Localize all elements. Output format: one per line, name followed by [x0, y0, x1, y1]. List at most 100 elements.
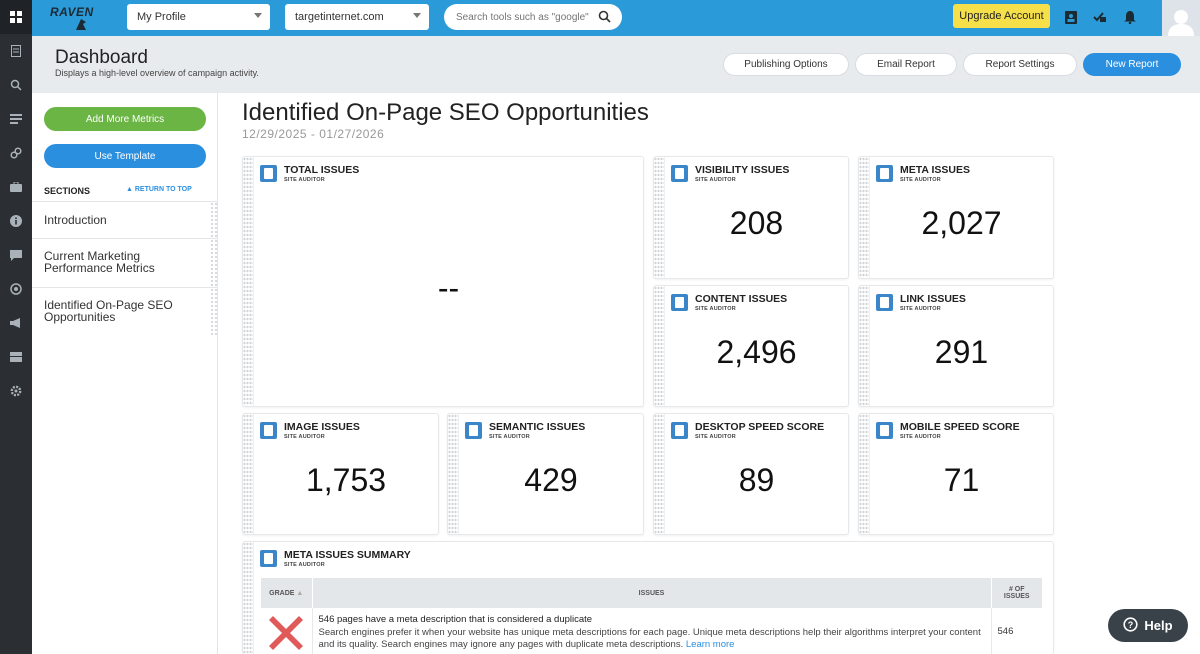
drag-handle[interactable]: [448, 414, 459, 534]
section-marketing-metrics[interactable]: Current Marketing Performance Metrics: [32, 238, 218, 287]
chat-icon[interactable]: [0, 238, 32, 272]
dashboard-header: Dashboard Displays a high-level overview…: [32, 36, 1200, 93]
gear-icon[interactable]: [0, 374, 32, 408]
search-icon[interactable]: [0, 68, 32, 102]
report-date-range: 12/29/2025 - 01/27/2026: [242, 127, 385, 141]
link-icon[interactable]: [0, 136, 32, 170]
search-icon[interactable]: [598, 10, 611, 26]
clipboard-icon: [876, 294, 893, 311]
metric-card-meta-issues: META ISSUES SITE AUDITOR 2,027: [858, 156, 1054, 279]
column-header-count: # OF ISSUES: [991, 578, 1042, 608]
email-report-button[interactable]: Email Report: [855, 53, 957, 76]
metric-value: 2,027: [921, 205, 1002, 241]
report-section-title: Identified On-Page SEO Opportunities: [242, 99, 649, 126]
clipboard-icon: [876, 165, 893, 182]
drag-handle[interactable]: [859, 286, 870, 406]
metric-value: 89: [738, 462, 775, 498]
drag-handle[interactable]: [243, 157, 254, 406]
info-icon[interactable]: [0, 204, 32, 238]
column-header-issues: ISSUES: [312, 578, 992, 608]
meta-issues-table: GRADE ▲ ISSUES # OF ISSUES 546 pages hav…: [261, 578, 1042, 654]
clipboard-icon: [260, 422, 277, 439]
metric-card-link-issues: LINK ISSUES SITE AUDITOR 291: [858, 285, 1054, 407]
sections-heading: SECTIONS: [44, 186, 91, 196]
svg-text:?: ?: [1128, 620, 1134, 630]
checklist-icon[interactable]: [1091, 8, 1109, 26]
drag-handle[interactable]: [210, 288, 218, 335]
add-more-metrics-button[interactable]: Add More Metrics: [44, 107, 206, 131]
issue-cell: 546 pages have a meta description that i…: [312, 608, 992, 654]
briefcase-icon[interactable]: [0, 170, 32, 204]
bell-icon[interactable]: [1121, 8, 1139, 26]
metric-card-content-issues: CONTENT ISSUES SITE AUDITOR 2,496: [653, 285, 849, 407]
dashboard-grid-icon[interactable]: [0, 0, 32, 34]
use-template-button[interactable]: Use Template: [44, 144, 206, 168]
domain-select[interactable]: targetinternet.com: [285, 4, 429, 30]
upgrade-account-button[interactable]: Upgrade Account: [953, 4, 1050, 28]
left-icon-rail: [0, 0, 32, 654]
table-icon[interactable]: [0, 340, 32, 374]
drag-handle[interactable]: [859, 157, 870, 278]
drag-handle[interactable]: [210, 239, 218, 287]
meta-issues-summary-card: META ISSUES SUMMARY SITE AUDITOR GRADE ▲…: [242, 541, 1054, 654]
return-to-top-link[interactable]: ▲ RETURN TO TOP: [126, 186, 192, 193]
raven-logo[interactable]: RAVEN: [50, 4, 94, 32]
question-icon: ?: [1123, 616, 1139, 635]
chevron-down-icon: [413, 13, 421, 18]
sort-icon: ▲: [296, 589, 304, 597]
issue-description: Search engines prefer it when your websi…: [318, 627, 981, 650]
issue-headline: 546 pages have a meta description that i…: [318, 614, 593, 625]
megaphone-icon[interactable]: [0, 306, 32, 340]
clipboard-icon: [260, 165, 277, 182]
metric-card-visibility-issues: VISIBILITY ISSUES SITE AUDITOR 208: [653, 156, 849, 279]
drag-handle[interactable]: [654, 157, 665, 278]
profile-select[interactable]: My Profile: [127, 4, 270, 30]
metric-value: 208: [729, 205, 784, 241]
contact-card-icon[interactable]: [1062, 8, 1080, 26]
page-title: Dashboard: [55, 47, 148, 68]
top-bar: RAVEN My Profile targetinternet.com Upgr…: [32, 0, 1200, 36]
metric-value: 429: [524, 462, 578, 498]
search-input[interactable]: [456, 12, 596, 23]
metric-value: 2,496: [716, 334, 797, 370]
clipboard-icon: [876, 422, 893, 439]
arrow-up-icon: ▲: [126, 186, 135, 193]
metric-value: --: [437, 270, 460, 306]
new-report-button[interactable]: New Report: [1083, 53, 1181, 76]
help-button[interactable]: ? Help: [1108, 609, 1188, 642]
grade-cell: [261, 608, 313, 654]
list-icon[interactable]: [0, 102, 32, 136]
learn-more-link[interactable]: Learn more: [685, 639, 735, 650]
clipboard-icon: [671, 165, 688, 182]
issue-count: 546: [997, 626, 1014, 637]
column-header-grade[interactable]: GRADE ▲: [261, 578, 313, 608]
page-subtitle: Displays a high-level overview of campai…: [55, 68, 259, 78]
metric-value: 291: [934, 334, 989, 370]
metric-card-desktop-speed: DESKTOP SPEED SCORE SITE AUDITOR 89: [653, 413, 849, 535]
report-settings-button[interactable]: Report Settings: [963, 53, 1077, 76]
target-icon[interactable]: [0, 272, 32, 306]
drag-handle[interactable]: [210, 202, 218, 238]
metric-value: 1,753: [305, 462, 387, 498]
drag-handle[interactable]: [654, 414, 665, 534]
clipboard-icon: [671, 294, 688, 311]
document-icon[interactable]: [0, 34, 32, 68]
metric-card-total-issues: TOTAL ISSUES SITE AUDITOR --: [242, 156, 644, 407]
raven-bird-icon: [76, 19, 86, 30]
chevron-down-icon: [254, 13, 262, 18]
metric-card-mobile-speed: MOBILE SPEED SCORE SITE AUDITOR 71: [858, 413, 1054, 535]
drag-handle[interactable]: [859, 414, 870, 534]
drag-handle[interactable]: [654, 286, 665, 406]
sections-sidebar: Add More Metrics Use Template SECTIONS ▲…: [32, 93, 218, 654]
clipboard-icon: [465, 422, 482, 439]
drag-handle[interactable]: [243, 542, 254, 654]
clipboard-icon: [671, 422, 688, 439]
clipboard-icon: [260, 550, 277, 567]
section-introduction[interactable]: Introduction: [32, 201, 218, 238]
section-seo-opportunities[interactable]: Identified On-Page SEO Opportunities: [32, 287, 218, 335]
drag-handle[interactable]: [243, 414, 254, 534]
avatar[interactable]: [1162, 0, 1200, 36]
metric-card-semantic-issues: SEMANTIC ISSUES SITE AUDITOR 429: [447, 413, 644, 535]
table-row: 546 pages have a meta description that i…: [261, 608, 1042, 654]
publishing-options-button[interactable]: Publishing Options: [723, 53, 849, 76]
